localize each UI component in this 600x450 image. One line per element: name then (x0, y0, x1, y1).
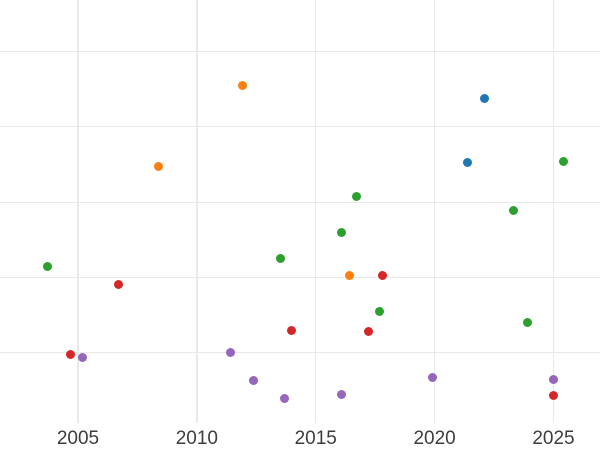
data-point-purple (549, 374, 558, 384)
data-point-purple (225, 347, 235, 357)
data-point-green (522, 317, 532, 327)
data-point-red (113, 279, 123, 289)
gridline-vertical (552, 0, 555, 423)
data-point-red (363, 326, 373, 336)
data-point-orange (344, 270, 354, 280)
data-point-green (351, 191, 361, 201)
data-point-purple (337, 389, 347, 399)
x-tick-label: 2025 (532, 428, 575, 449)
gridline-horizontal (0, 352, 600, 354)
x-tick-label: 2005 (56, 428, 100, 449)
x-tick-label: 2020 (413, 428, 456, 449)
gridline-horizontal (0, 126, 600, 128)
x-tick-label: 2015 (294, 428, 337, 449)
data-point-orange (237, 80, 247, 90)
gridline-vertical (315, 0, 317, 423)
data-point-green (275, 253, 285, 263)
gridline-horizontal (0, 201, 600, 203)
data-point-red (66, 349, 76, 359)
data-point-red (287, 325, 297, 335)
x-tick-label: 2010 (175, 428, 219, 449)
gridline-vertical (196, 0, 198, 423)
data-point-purple (249, 375, 259, 385)
data-point-purple (280, 393, 290, 403)
data-point-green (375, 306, 385, 316)
data-point-green (42, 261, 52, 271)
data-point-purple (427, 372, 437, 382)
data-point-red (549, 390, 558, 400)
data-point-purple (78, 352, 88, 362)
data-point-blue (463, 157, 473, 167)
data-point-green (558, 156, 568, 166)
data-point-red (377, 270, 387, 280)
data-point-green (508, 205, 518, 215)
gridline-vertical (77, 0, 79, 423)
data-point-orange (154, 161, 164, 171)
data-point-green (337, 227, 347, 237)
data-point-blue (480, 93, 490, 103)
gridline-horizontal (0, 50, 600, 53)
gridline-vertical (433, 0, 436, 423)
gridline-horizontal (0, 276, 600, 279)
